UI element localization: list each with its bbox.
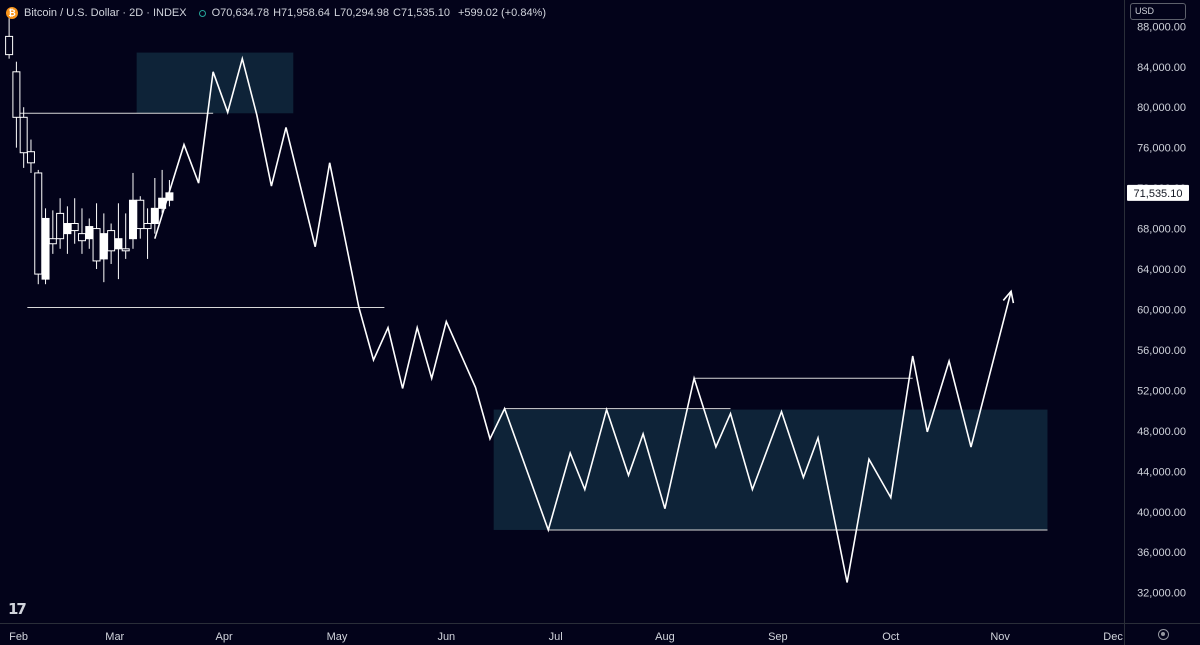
candle-body-16 bbox=[121, 248, 130, 252]
y-tick-label-3: 76,000.00 bbox=[1137, 143, 1186, 155]
y-tick-label-9: 52,000.00 bbox=[1137, 385, 1186, 397]
y-tick-label-7: 60,000.00 bbox=[1137, 304, 1186, 316]
candle-body-1 bbox=[12, 71, 21, 118]
y-tick-label-14: 32,000.00 bbox=[1137, 588, 1186, 600]
currency-selector[interactable]: USD bbox=[1130, 3, 1186, 20]
y-tick-label-5: 68,000.00 bbox=[1137, 224, 1186, 236]
x-tick-label-oct: Oct bbox=[882, 631, 899, 643]
candle-body-18 bbox=[136, 199, 145, 230]
candle-body-20 bbox=[150, 207, 159, 225]
x-tick-label-apr: Apr bbox=[216, 631, 233, 643]
y-tick-label-1: 84,000.00 bbox=[1137, 62, 1186, 74]
x-tick-label-sep: Sep bbox=[768, 631, 788, 643]
high-value: 71,958.64 bbox=[281, 7, 330, 19]
market-status-icon bbox=[198, 9, 206, 17]
projection-path bbox=[154, 55, 1012, 583]
candle-body-11 bbox=[85, 226, 94, 240]
candle-body-6 bbox=[48, 238, 57, 245]
candle-body-8 bbox=[63, 223, 72, 235]
symbol-header: ₿ Bitcoin / U.S. Dollar · 2D · INDEX O70… bbox=[6, 4, 546, 22]
y-tick-label-6: 64,000.00 bbox=[1137, 264, 1186, 276]
last-price-label: 71,535.10 bbox=[1134, 188, 1183, 200]
low-label: L bbox=[333, 7, 341, 19]
y-tick-label-12: 40,000.00 bbox=[1137, 507, 1186, 519]
x-tick-label-may: May bbox=[327, 631, 348, 643]
x-tick-label-jun: Jun bbox=[437, 631, 455, 643]
last-price-badge bbox=[1127, 184, 1189, 201]
zone-rect-0 bbox=[136, 52, 294, 114]
settings-gear-icon[interactable] bbox=[1158, 629, 1169, 640]
candle-body-0 bbox=[5, 35, 14, 56]
projection-arrow-head bbox=[1002, 289, 1015, 304]
candle-body-15 bbox=[114, 238, 123, 250]
x-tick-label-jul: Jul bbox=[549, 631, 563, 643]
ohlc-values: O70,634.78 H71,958.64 L70,294.98 C71,535… bbox=[212, 7, 546, 19]
candle-body-7 bbox=[56, 212, 65, 240]
tradingview-logo-icon[interactable]: 17 bbox=[8, 600, 27, 618]
y-tick-label-10: 48,000.00 bbox=[1137, 426, 1186, 438]
candle-body-14 bbox=[107, 230, 116, 252]
candle-body-2 bbox=[19, 116, 28, 154]
open-value: 70,634.78 bbox=[220, 7, 270, 19]
y-tick-label-2: 80,000.00 bbox=[1137, 102, 1186, 114]
low-value: 70,294.98 bbox=[340, 7, 390, 19]
candle-body-5 bbox=[41, 217, 50, 280]
y-tick-label-0: 88,000.00 bbox=[1137, 21, 1186, 33]
candle-body-17 bbox=[128, 199, 137, 240]
symbol-title[interactable]: Bitcoin / U.S. Dollar · 2D · INDEX bbox=[24, 7, 187, 19]
y-tick-label-11: 44,000.00 bbox=[1137, 466, 1186, 478]
x-tick-label-aug: Aug bbox=[655, 631, 675, 643]
candle-body-13 bbox=[99, 233, 108, 260]
y-tick-label-13: 36,000.00 bbox=[1137, 547, 1186, 559]
x-tick-label-mar: Mar bbox=[105, 631, 124, 643]
x-tick-label-nov: Nov bbox=[990, 631, 1010, 643]
change-value: +599.02 (+0.84%) bbox=[457, 7, 547, 19]
candle-body-4 bbox=[34, 172, 43, 275]
candle-body-10 bbox=[77, 233, 86, 242]
bitcoin-icon: ₿ bbox=[6, 7, 18, 19]
zone-rect-1 bbox=[493, 409, 1048, 530]
close-value: 71,535.10 bbox=[401, 7, 450, 19]
candle-body-19 bbox=[143, 223, 152, 230]
candle-body-12 bbox=[92, 228, 101, 262]
x-tick-label-feb: Feb bbox=[9, 631, 28, 643]
high-label: H bbox=[273, 7, 282, 19]
close-label: C bbox=[393, 7, 401, 19]
x-tick-label-dec: Dec bbox=[1103, 631, 1123, 643]
candle-body-9 bbox=[70, 223, 79, 232]
candle-body-3 bbox=[26, 151, 35, 164]
open-label: O bbox=[211, 7, 221, 19]
y-tick-label-8: 56,000.00 bbox=[1137, 345, 1186, 357]
